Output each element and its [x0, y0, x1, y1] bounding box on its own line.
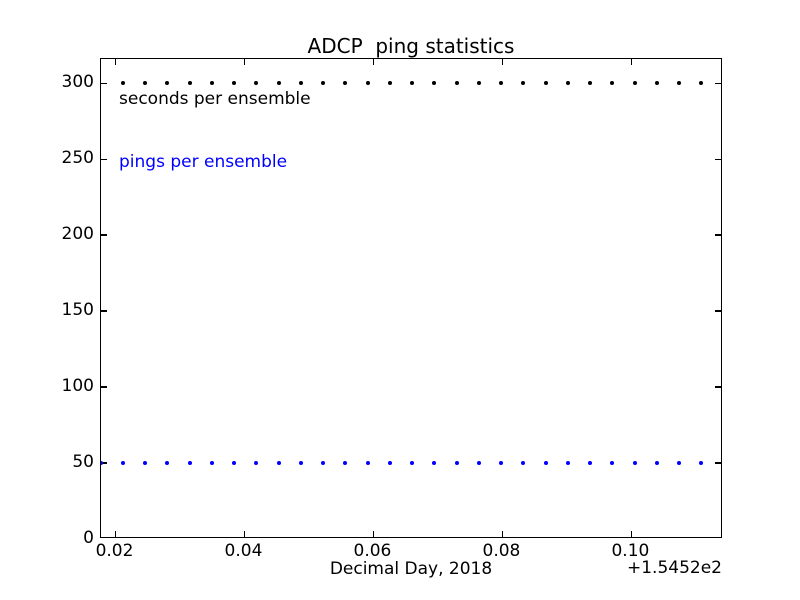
data-point-pings: [101, 461, 103, 466]
data-point-seconds: [209, 81, 214, 86]
y-tick-mark: [101, 234, 107, 236]
y-tick-label: 0: [83, 528, 94, 548]
x-tick-label: 0.02: [95, 541, 134, 561]
plot-area: seconds per ensemble pings per ensemble: [100, 58, 722, 538]
data-point-pings: [276, 461, 281, 466]
y-tick-mark-right: [715, 310, 721, 312]
data-point-pings: [232, 461, 237, 466]
data-point-seconds: [632, 81, 637, 86]
x-axis-offset-label: +1.5452e2: [626, 558, 722, 578]
y-tick-mark-right: [715, 234, 721, 236]
data-point-pings: [387, 461, 392, 466]
data-point-seconds: [321, 81, 326, 86]
data-point-seconds: [610, 81, 615, 86]
data-point-seconds: [499, 81, 504, 86]
x-tick-label: 0.06: [353, 541, 392, 561]
data-point-seconds: [120, 81, 125, 86]
data-point-seconds: [476, 81, 481, 86]
x-tick-mark-top: [630, 59, 633, 65]
x-tick-label: 0.10: [611, 541, 650, 561]
data-point-seconds: [654, 81, 659, 86]
data-point-seconds: [565, 81, 570, 86]
x-tick-label: 0.04: [224, 541, 263, 561]
series-label-seconds-per-ensemble: seconds per ensemble: [119, 89, 311, 109]
y-tick-mark: [101, 310, 107, 312]
data-point-seconds: [143, 81, 148, 86]
x-tick-mark: [114, 531, 117, 537]
data-point-seconds: [699, 81, 704, 86]
data-point-seconds: [298, 81, 303, 86]
y-tick-label: 200: [61, 224, 94, 245]
y-tick-mark-right: [715, 158, 721, 160]
data-point-seconds: [588, 81, 593, 86]
x-tick-mark: [243, 531, 246, 537]
y-tick-mark-right: [715, 386, 721, 388]
data-point-seconds: [543, 81, 548, 86]
data-point-pings: [543, 461, 548, 466]
y-tick-mark: [101, 158, 107, 160]
x-tick-mark-top: [372, 59, 375, 65]
y-tick-mark: [101, 82, 107, 85]
data-point-pings: [365, 461, 370, 466]
y-tick-label: 300: [61, 72, 94, 93]
x-tick-mark: [372, 531, 375, 537]
data-point-seconds: [454, 81, 459, 86]
data-point-seconds: [387, 81, 392, 86]
y-tick-mark-right: [715, 82, 721, 85]
data-point-seconds: [343, 81, 348, 86]
y-tick-label: 50: [72, 452, 94, 473]
data-point-pings: [298, 461, 303, 466]
x-tick-label: 0.08: [482, 541, 521, 561]
data-point-pings: [120, 461, 125, 466]
data-point-pings: [432, 461, 437, 466]
y-tick-mark: [101, 386, 107, 388]
x-tick-mark-top: [114, 59, 117, 65]
y-tick-label: 100: [61, 376, 94, 397]
data-point-pings: [677, 461, 682, 466]
data-point-pings: [254, 461, 259, 466]
data-point-pings: [610, 461, 615, 466]
data-point-pings: [410, 461, 415, 466]
data-point-pings: [321, 461, 326, 466]
data-point-pings: [143, 461, 148, 466]
data-point-pings: [187, 461, 192, 466]
data-point-seconds: [365, 81, 370, 86]
data-point-seconds: [521, 81, 526, 86]
data-point-seconds: [276, 81, 281, 86]
data-point-seconds: [187, 81, 192, 86]
data-point-pings: [632, 461, 637, 466]
data-point-pings: [476, 461, 481, 466]
data-point-seconds: [677, 81, 682, 86]
data-point-seconds: [432, 81, 437, 86]
x-axis-label: Decimal Day, 2018: [329, 559, 493, 579]
x-tick-mark: [630, 531, 633, 537]
data-point-pings: [699, 461, 704, 466]
data-point-pings: [209, 461, 214, 466]
y-tick-label: 150: [61, 300, 94, 321]
data-point-pings: [565, 461, 570, 466]
data-point-seconds: [165, 81, 170, 86]
y-tick-mark: [101, 462, 107, 464]
data-point-pings: [165, 461, 170, 466]
chart-title: ADCP ping statistics: [307, 34, 515, 58]
y-tick-mark-right: [715, 462, 721, 464]
data-point-pings: [499, 461, 504, 466]
data-point-pings: [521, 461, 526, 466]
data-point-pings: [454, 461, 459, 466]
data-point-pings: [343, 461, 348, 466]
data-point-pings: [654, 461, 659, 466]
series-label-pings-per-ensemble: pings per ensemble: [119, 152, 288, 172]
data-point-seconds: [254, 81, 259, 86]
data-point-seconds: [232, 81, 237, 86]
x-tick-mark-top: [501, 59, 504, 65]
data-point-seconds: [410, 81, 415, 86]
data-point-pings: [588, 461, 593, 466]
x-tick-mark: [501, 531, 504, 537]
y-tick-label: 250: [61, 148, 94, 169]
x-tick-mark-top: [243, 59, 246, 65]
